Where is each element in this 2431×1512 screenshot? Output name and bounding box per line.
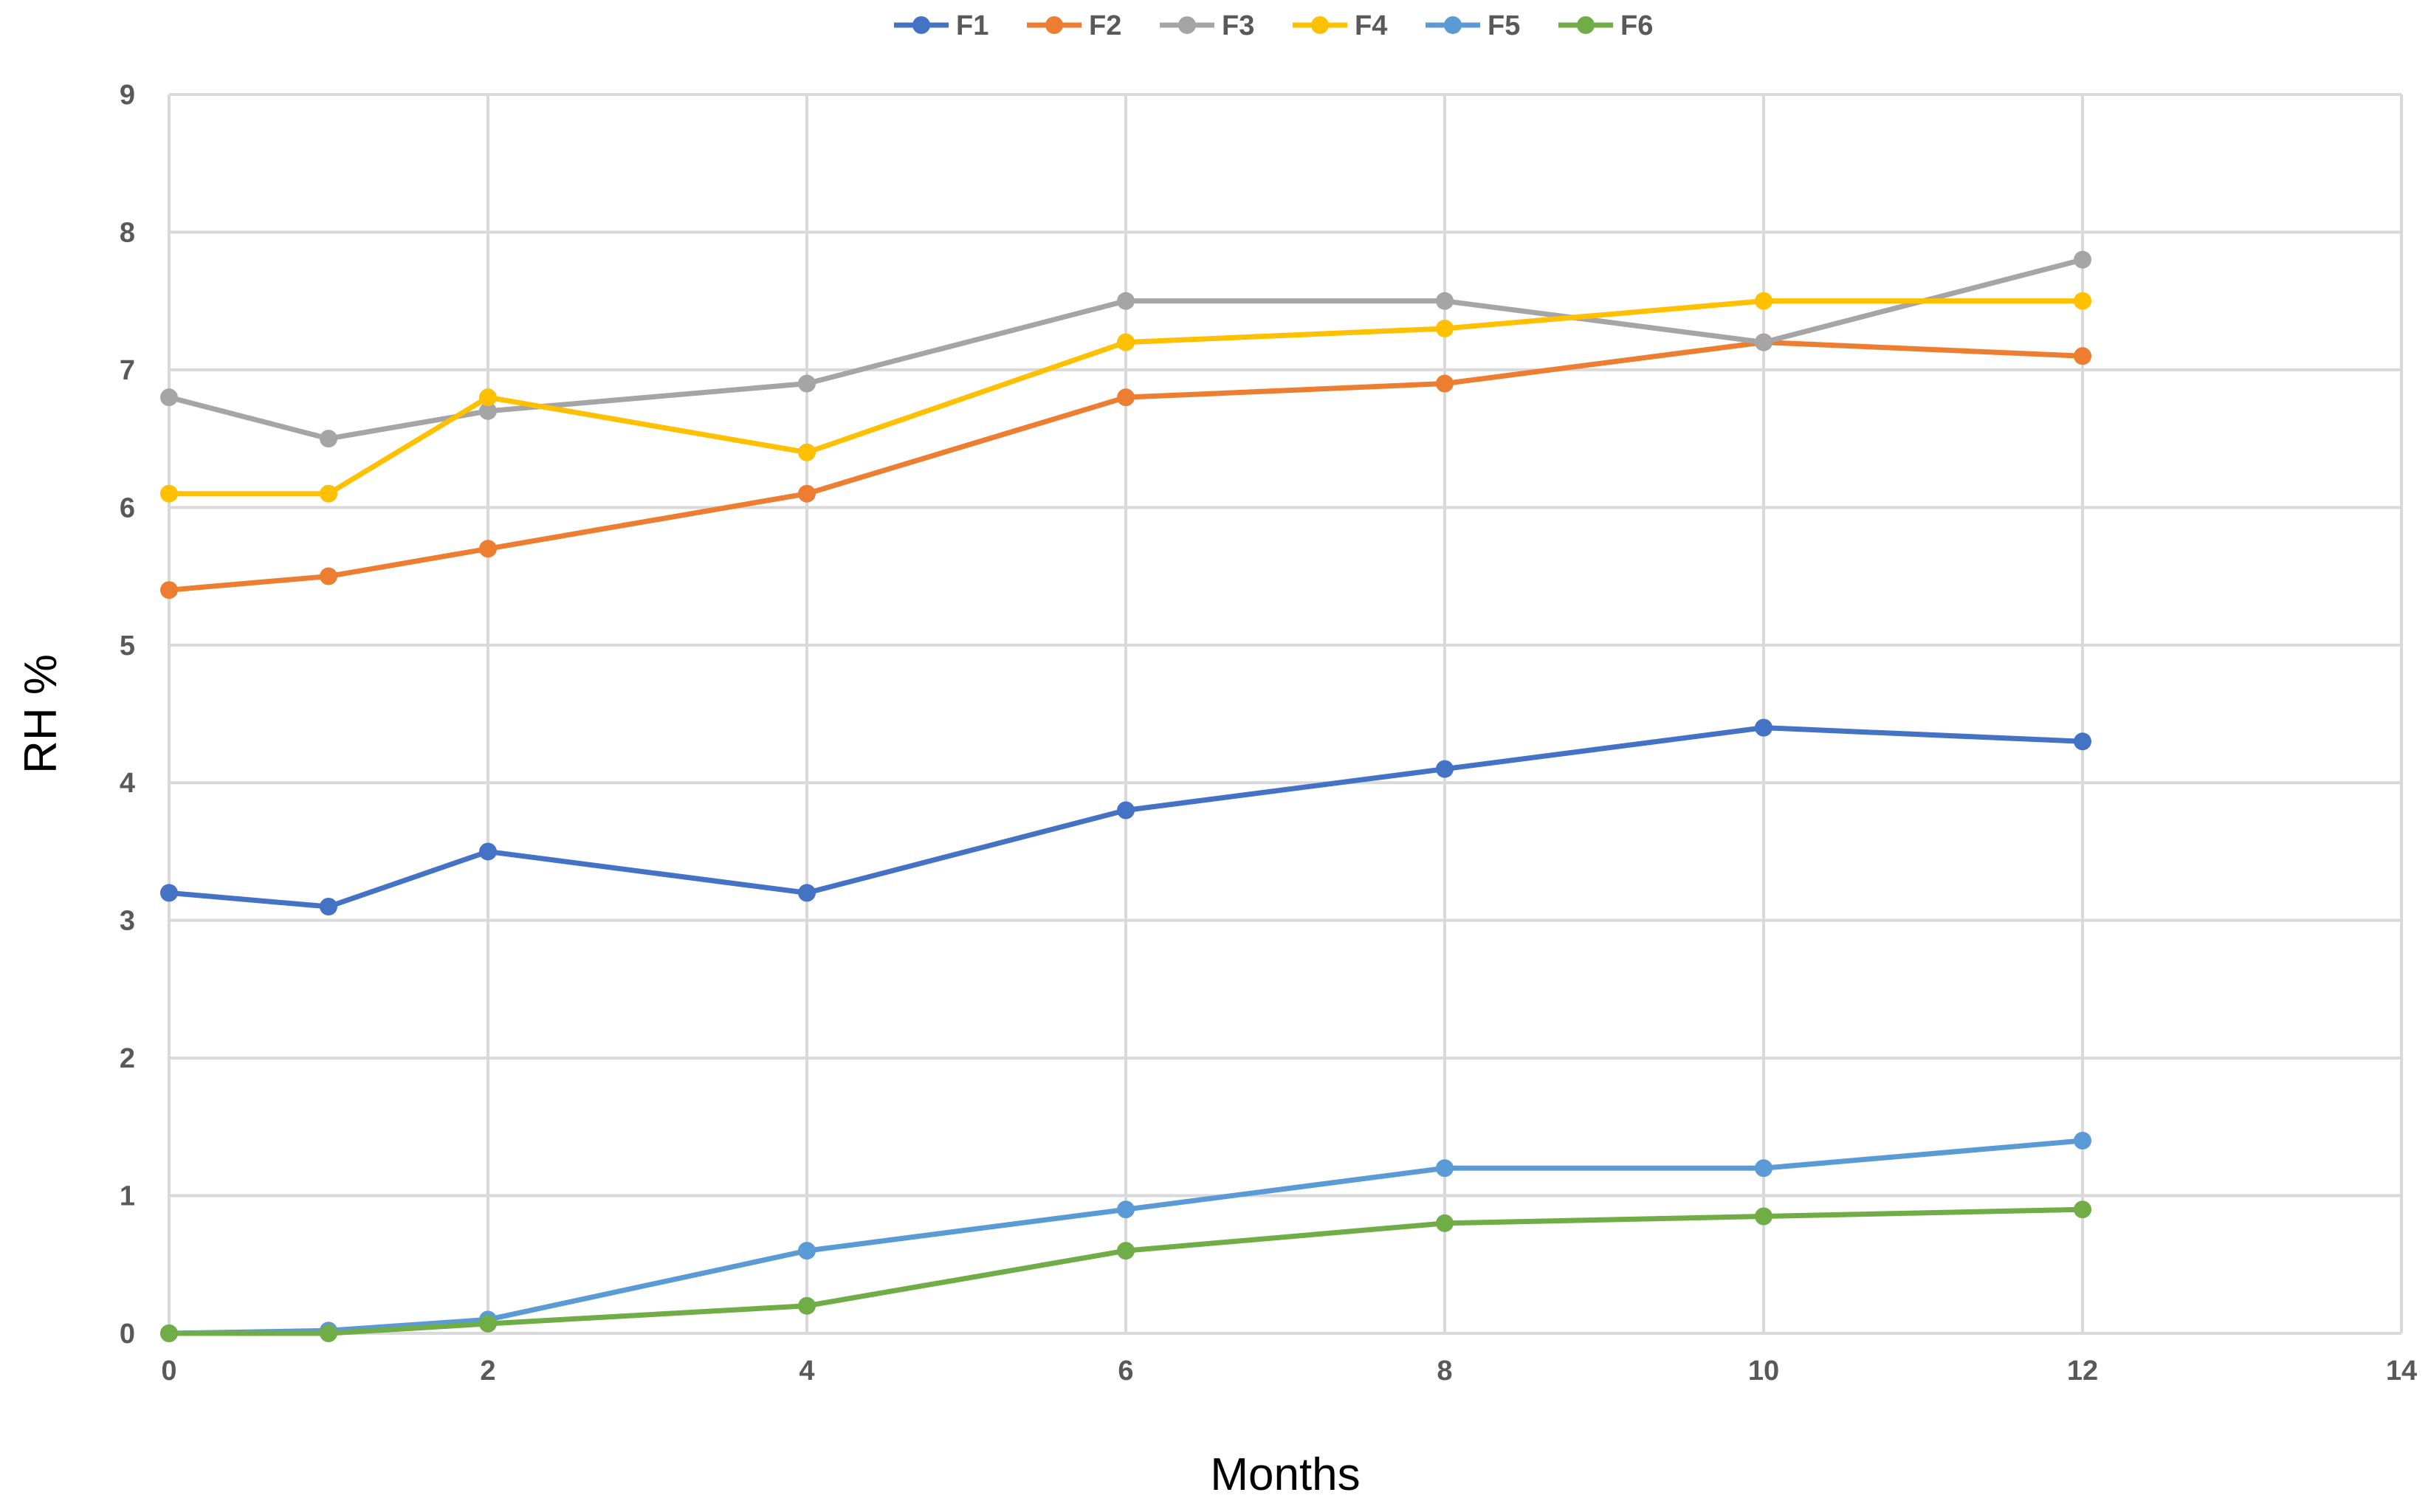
series-f6: [160, 1200, 2091, 1342]
legend-swatch-marker: [1311, 16, 1329, 34]
data-point: [1117, 333, 1135, 351]
legend-item-f1: F1: [894, 10, 988, 41]
series-line-f4: [166, 298, 2086, 497]
data-point: [798, 374, 816, 393]
legend-label: F1: [956, 10, 988, 41]
data-point: [320, 430, 337, 448]
data-point: [1117, 1200, 1135, 1219]
x-tick-label: 4: [799, 1355, 814, 1386]
data-point: [160, 884, 178, 902]
data-point: [479, 402, 497, 420]
data-point: [1436, 1159, 1454, 1178]
data-point: [479, 842, 497, 861]
y-tick-label: 8: [120, 217, 135, 248]
y-tick-label: 3: [120, 906, 135, 937]
data-point: [2074, 292, 2091, 310]
legend-item-f6: F6: [1558, 10, 1653, 41]
x-tick-label: 6: [1118, 1355, 1133, 1386]
data-point: [479, 388, 497, 407]
data-point: [1436, 760, 1454, 778]
series-lines: [160, 250, 2091, 1342]
legend-item-f3: F3: [1160, 10, 1254, 41]
data-point: [1755, 1207, 1772, 1226]
legend-swatch-marker: [1045, 16, 1063, 34]
legend-label: F6: [1620, 10, 1653, 41]
legend-label: F4: [1355, 10, 1387, 41]
data-point: [1117, 292, 1135, 310]
series-f1: [160, 718, 2091, 916]
data-point: [320, 484, 337, 503]
data-point: [320, 567, 337, 585]
x-axis-title: Months: [1210, 1449, 1360, 1500]
data-point: [1117, 1242, 1135, 1260]
data-point: [798, 1296, 816, 1315]
y-tick-label: 7: [120, 355, 135, 386]
y-tick-label: 4: [120, 768, 135, 799]
data-point: [160, 484, 178, 503]
series-f4: [160, 292, 2091, 503]
data-point: [1436, 319, 1454, 337]
series-line-f3: [166, 257, 2086, 441]
data-point: [798, 484, 816, 503]
legend-item-f2: F2: [1027, 10, 1121, 41]
series-line-f1: [166, 725, 2086, 910]
legend-item-f5: F5: [1426, 10, 1520, 41]
data-point: [1755, 718, 1772, 737]
legend-label: F2: [1089, 10, 1121, 41]
data-point: [160, 1324, 178, 1342]
legend-swatch-marker: [1444, 16, 1462, 34]
data-point: [2074, 250, 2091, 269]
data-point: [798, 443, 816, 461]
data-point: [479, 1314, 497, 1333]
data-point: [2074, 347, 2091, 365]
legend-label: F3: [1222, 10, 1254, 41]
data-point: [1436, 1214, 1454, 1232]
data-point: [1755, 333, 1772, 351]
x-tick-label: 2: [480, 1355, 495, 1386]
y-tick-label: 0: [120, 1319, 135, 1350]
y-axis-title: RH %: [16, 654, 66, 774]
series-f3: [160, 250, 2091, 448]
legend-swatch-marker: [1577, 16, 1595, 34]
data-point: [320, 898, 337, 916]
data-point: [160, 388, 178, 407]
y-tick-label: 9: [120, 80, 135, 111]
y-tick-label: 1: [120, 1181, 135, 1212]
gridlines: [168, 93, 2403, 1335]
data-point: [2074, 1131, 2091, 1150]
x-tick-label: 12: [2067, 1355, 2098, 1386]
data-point: [1436, 374, 1454, 393]
y-tick-label: 5: [120, 630, 135, 662]
x-tick-label: 0: [161, 1355, 176, 1386]
data-point: [1117, 801, 1135, 819]
x-tick-label: 10: [1748, 1355, 1779, 1386]
data-point: [1436, 292, 1454, 310]
legend: F1 F2 F3 F4 F5 F6: [894, 10, 1653, 41]
data-point: [160, 581, 178, 599]
legend-swatch-marker: [1178, 16, 1196, 34]
data-point: [798, 884, 816, 902]
x-tick-label: 8: [1437, 1355, 1452, 1386]
series-line-f6: [166, 1206, 2086, 1336]
y-tick-label: 6: [120, 492, 135, 523]
y-tick-label: 2: [120, 1043, 135, 1074]
data-point: [479, 540, 497, 558]
x-tick-label: 14: [2386, 1355, 2417, 1386]
data-point: [1755, 1159, 1772, 1178]
legend-item-f4: F4: [1293, 10, 1387, 41]
data-point: [2074, 1200, 2091, 1219]
data-point: [1117, 388, 1135, 407]
data-point: [320, 1324, 337, 1342]
series-line-f2: [166, 340, 2086, 593]
series-line-f5: [166, 1138, 2086, 1336]
data-point: [798, 1242, 816, 1260]
data-point: [2074, 732, 2091, 751]
legend-label: F5: [1488, 10, 1520, 41]
data-point: [1755, 292, 1772, 310]
series-f2: [160, 333, 2091, 599]
legend-swatch-marker: [912, 16, 930, 34]
